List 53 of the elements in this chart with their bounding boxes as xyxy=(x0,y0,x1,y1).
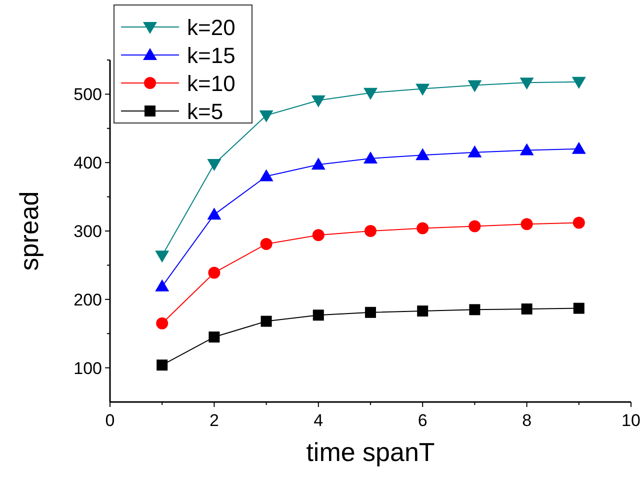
point xyxy=(364,225,376,237)
point xyxy=(312,310,324,321)
x-tick-label: 8 xyxy=(522,411,532,430)
point xyxy=(468,145,482,158)
x-tick-label: 10 xyxy=(622,411,640,430)
point xyxy=(417,306,428,317)
point xyxy=(520,143,534,156)
legend-label: k=10 xyxy=(187,71,236,96)
x-tick-label: 0 xyxy=(105,411,115,430)
point xyxy=(416,222,429,234)
x-tick-label: 2 xyxy=(209,411,219,430)
x-tick-label: 6 xyxy=(418,411,428,430)
point xyxy=(416,148,430,160)
point xyxy=(364,151,378,164)
point xyxy=(155,250,170,263)
point xyxy=(520,78,534,90)
point xyxy=(572,216,585,229)
legend-label: k=5 xyxy=(187,99,224,124)
point xyxy=(259,110,274,122)
x-tick-label: 4 xyxy=(314,411,324,430)
point xyxy=(365,306,376,318)
point xyxy=(572,142,586,154)
point xyxy=(208,266,220,279)
legend-label: k=20 xyxy=(187,15,236,40)
point xyxy=(468,80,482,92)
x-axis-title: time spanT xyxy=(306,437,435,467)
y-tick-label: 500 xyxy=(74,85,102,104)
point xyxy=(259,169,274,182)
y-tick-label: 200 xyxy=(74,290,102,310)
point xyxy=(364,88,378,100)
point xyxy=(521,303,532,314)
point xyxy=(573,302,584,314)
legend-label: k=15 xyxy=(187,43,236,68)
point xyxy=(469,304,480,316)
point xyxy=(156,317,168,330)
point xyxy=(207,158,222,171)
point xyxy=(156,360,168,371)
point xyxy=(311,95,326,108)
point xyxy=(468,220,481,232)
point xyxy=(260,316,272,327)
point xyxy=(312,229,324,242)
point xyxy=(520,218,533,230)
point xyxy=(572,76,586,89)
y-tick-label: 100 xyxy=(74,358,102,378)
y-axis-title: spread xyxy=(14,191,44,271)
point xyxy=(207,208,222,220)
point xyxy=(311,158,326,170)
y-tick-label: 400 xyxy=(74,154,102,173)
point xyxy=(155,279,170,292)
point xyxy=(260,238,272,250)
point xyxy=(208,332,220,343)
point xyxy=(416,84,430,96)
y-tick-label: 300 xyxy=(74,222,102,241)
